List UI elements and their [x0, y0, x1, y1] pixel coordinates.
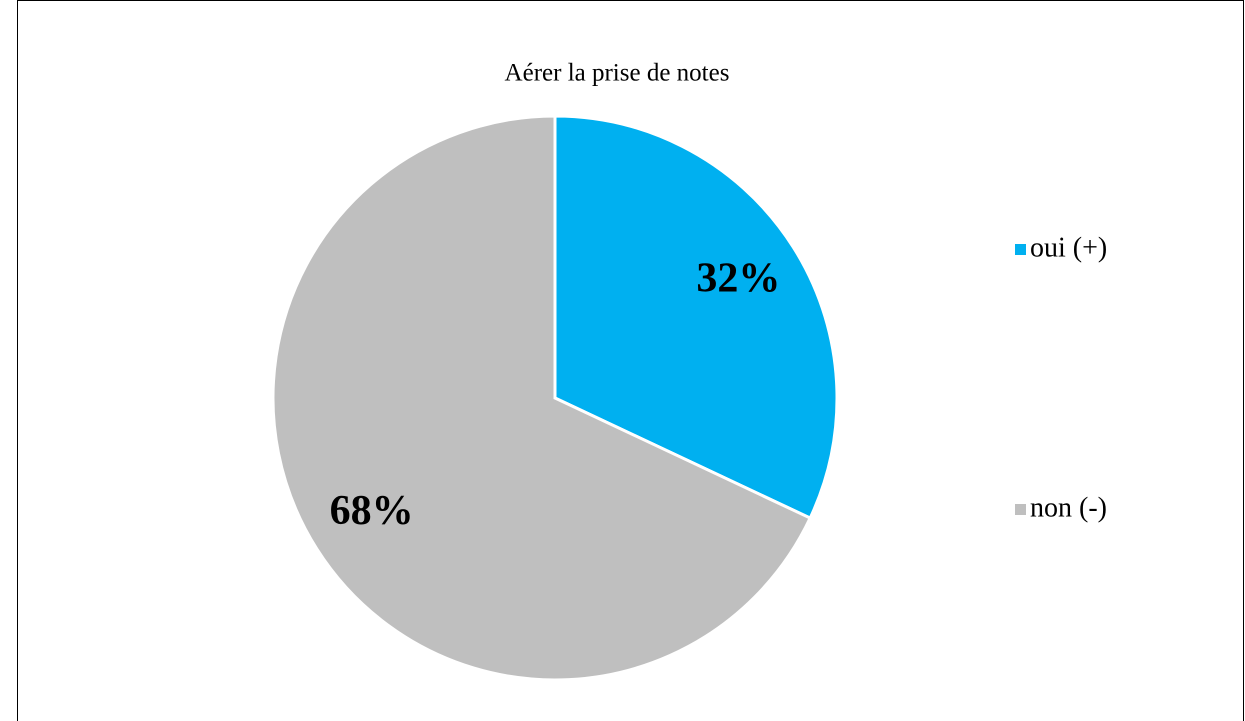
legend-label: oui (+) [1030, 232, 1107, 263]
legend-swatch [1015, 504, 1026, 515]
data-label: 32% [696, 255, 780, 301]
pie-slice [553, 114, 839, 521]
legend-swatch [1015, 244, 1026, 255]
legend-label: non (-) [1030, 492, 1107, 523]
chart-title: Aérer la prise de notes [505, 60, 730, 87]
pie-slice [271, 114, 813, 682]
data-label: 68% [330, 488, 414, 534]
